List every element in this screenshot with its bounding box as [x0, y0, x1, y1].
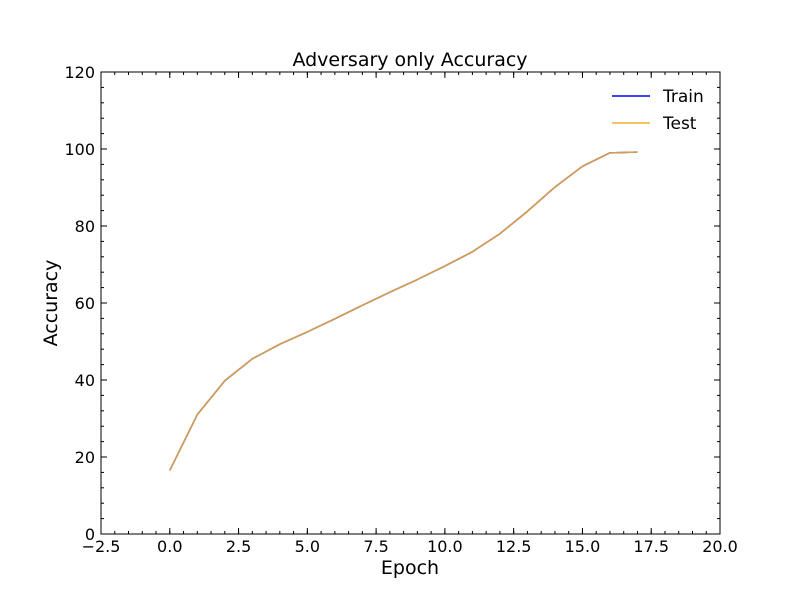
tick-labels: −2.5 0.0 2.5 5.0 7.5 10.0 12.5 15.0 17.5 20.0 0 20 4…	[64, 63, 737, 556]
x-tick-label: 17.5	[633, 537, 669, 556]
chart-title: Adversary only Accuracy	[292, 49, 527, 71]
plot-frame	[100, 71, 721, 535]
y-tick-label: 100	[64, 140, 95, 159]
x-tick-label: 2.5	[226, 537, 251, 556]
x-axis-label: Epoch	[381, 557, 439, 579]
legend-label-train: Train	[662, 87, 704, 107]
series-layer	[169, 151, 638, 471]
legend-label-test: Test	[662, 114, 697, 134]
x-tick-label: 12.5	[496, 537, 532, 556]
series-line-train	[169, 151, 638, 471]
y-axis-label: Accuracy	[40, 260, 62, 347]
x-tick-label: −2.5	[82, 537, 121, 556]
y-tick-label: 80	[75, 217, 95, 236]
x-tick-label: 0.0	[157, 537, 182, 556]
series-line-test	[169, 151, 638, 471]
x-tick-label: 20.0	[702, 537, 738, 556]
x-tick-label: 7.5	[363, 537, 388, 556]
x-tick-label: 5.0	[295, 537, 320, 556]
y-tick-label: 0	[85, 525, 95, 544]
x-tick-label: 15.0	[565, 537, 601, 556]
y-tick-label: 120	[64, 63, 95, 82]
x-tick-label: 10.0	[427, 537, 463, 556]
y-tick-label: 60	[75, 294, 95, 313]
axis-ticks	[100, 71, 721, 535]
y-tick-label: 20	[75, 448, 95, 467]
y-tick-label: 40	[75, 371, 95, 390]
legend: Train Test	[612, 87, 704, 134]
